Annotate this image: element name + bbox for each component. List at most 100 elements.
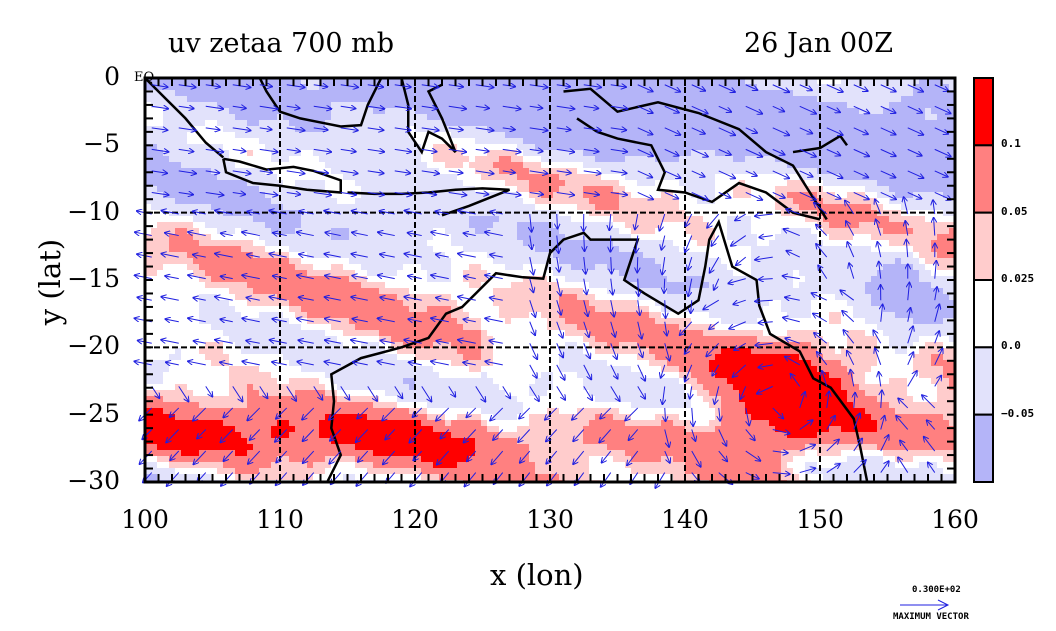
wind-vector — [220, 319, 233, 321]
wind-vector — [464, 276, 476, 278]
wind-vector — [556, 149, 574, 152]
wind-vector — [270, 340, 287, 343]
wind-vector — [685, 343, 693, 354]
wind-vector — [340, 386, 350, 399]
wind-vector — [664, 278, 665, 293]
wind-vector — [297, 232, 314, 235]
wind-vector — [665, 321, 667, 336]
wind-vector — [178, 85, 196, 88]
wind-vector — [302, 407, 315, 420]
wind-vector — [583, 300, 588, 316]
wind-vector — [638, 278, 639, 296]
wind-vector — [736, 256, 747, 265]
wind-vector — [799, 392, 805, 409]
wind-vector — [610, 149, 627, 151]
wind-vector — [409, 429, 423, 442]
wind-vector — [408, 319, 422, 322]
wind-vector — [178, 171, 196, 174]
wind-vector — [273, 233, 287, 236]
wind-vector — [421, 386, 432, 401]
wind-vector — [502, 386, 510, 398]
wind-vector — [490, 407, 504, 420]
wind-vector — [303, 429, 315, 441]
wind-vector — [193, 211, 206, 214]
wind-vector — [408, 276, 422, 279]
colorbar-swatch — [973, 77, 994, 147]
wind-vector — [627, 450, 639, 465]
plot-title: uv zetaa 700 mb — [168, 28, 395, 59]
wind-vector — [286, 106, 300, 108]
wind-vector — [247, 255, 260, 258]
wind-vector — [340, 128, 358, 131]
wind-vector — [485, 361, 503, 366]
wind-vector — [546, 429, 558, 441]
coastline-segment — [145, 78, 225, 159]
wind-vector — [691, 450, 701, 467]
wind-vector — [907, 371, 917, 387]
wind-vector — [340, 149, 356, 151]
wind-vector — [610, 364, 618, 379]
x-tick-label: 120 — [391, 505, 439, 534]
wind-vector — [880, 416, 885, 430]
wind-vector — [205, 386, 213, 396]
wind-vector — [907, 352, 914, 366]
wind-vector — [557, 213, 558, 228]
wind-vector — [846, 221, 855, 236]
wind-vector — [691, 127, 705, 134]
wind-vector — [880, 105, 896, 113]
wind-vector — [685, 364, 693, 382]
wind-vector — [340, 85, 358, 88]
wind-vector — [688, 278, 693, 297]
wind-vector — [583, 343, 590, 358]
wind-vector — [556, 192, 574, 195]
wind-vector — [529, 321, 535, 335]
wind-vector — [529, 257, 534, 274]
wind-vector — [205, 192, 224, 195]
wind-vector — [637, 127, 653, 135]
y-axis-label: y (lat) — [33, 238, 67, 326]
wind-vector — [934, 170, 948, 177]
wind-vector — [352, 254, 368, 257]
wind-vector — [557, 235, 559, 253]
wind-vector — [165, 276, 179, 279]
wind-vector — [490, 255, 503, 258]
wind-vector — [297, 318, 314, 321]
wind-vector — [529, 149, 543, 151]
wind-vector — [662, 257, 665, 274]
wind-vector — [380, 254, 395, 257]
wind-vector — [325, 276, 341, 279]
wind-vector — [729, 321, 746, 329]
wind-vector — [690, 386, 692, 398]
wind-vector — [356, 472, 369, 486]
wind-vector — [162, 211, 179, 215]
wind-vector — [601, 472, 612, 487]
wind-vector — [853, 84, 868, 91]
wind-vector — [602, 450, 612, 463]
wind-vector — [297, 275, 314, 278]
wind-vector — [286, 386, 296, 400]
wind-vector — [707, 213, 720, 228]
wind-vector — [772, 451, 788, 453]
wind-vector — [394, 85, 411, 87]
wind-vector — [691, 148, 708, 156]
y-tick-label: −30 — [67, 466, 120, 495]
wind-vector — [745, 170, 757, 176]
wind-vector — [356, 429, 369, 442]
wind-vector — [826, 464, 840, 473]
wind-vector — [664, 429, 669, 446]
wind-vector — [530, 235, 532, 250]
wind-vector — [351, 297, 368, 300]
wind-vector — [259, 128, 272, 130]
wind-vector — [325, 362, 341, 365]
wind-vector — [464, 429, 477, 442]
wind-vector — [814, 333, 828, 344]
wind-vector — [490, 212, 503, 214]
wind-vector — [421, 106, 437, 108]
wind-vector — [448, 386, 455, 396]
wind-vector — [161, 297, 179, 301]
wind-vector — [664, 343, 670, 360]
wind-vector — [545, 407, 558, 420]
wind-vector — [691, 84, 705, 91]
wind-vector — [759, 279, 773, 280]
wind-vector — [692, 429, 696, 440]
